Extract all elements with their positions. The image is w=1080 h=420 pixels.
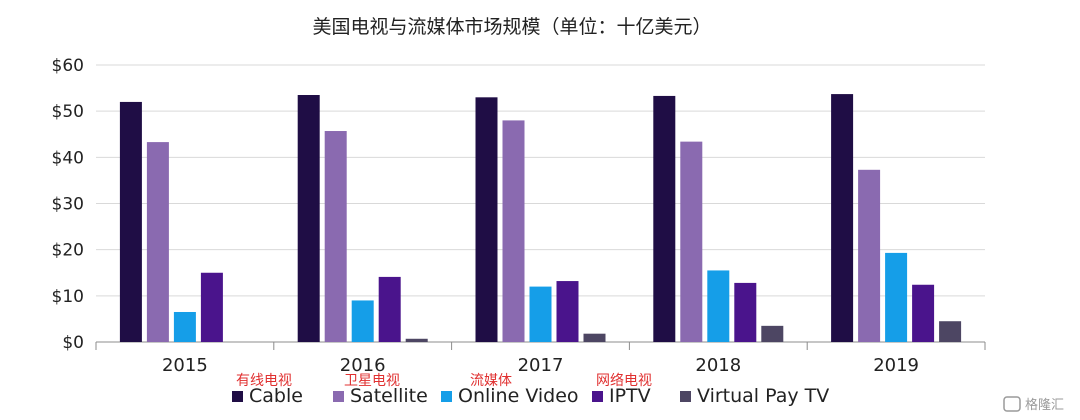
legend-label: Online Video [458, 385, 579, 407]
bar [707, 270, 730, 342]
bar [502, 120, 525, 343]
bar [583, 333, 606, 342]
gridlines [96, 64, 985, 343]
x-axis: 2015 2016 2017 2018 2019 [95, 342, 986, 376]
bar [324, 131, 347, 342]
x-tick-label: 2018 [695, 355, 741, 376]
bar [939, 321, 962, 342]
annotation-label: 卫星电视 [344, 373, 400, 389]
bar [146, 142, 169, 342]
bar [119, 101, 142, 342]
bar [858, 169, 881, 342]
y-tick-label: $20 [52, 241, 84, 261]
x-tick-label: 2016 [340, 355, 386, 376]
x-tick-label: 2015 [162, 355, 208, 376]
annotation-label: 网络电视 [596, 373, 652, 389]
legend-swatch [592, 391, 603, 402]
annotation-label: 流媒体 [470, 373, 512, 389]
legend-label: Virtual Pay TV [697, 385, 829, 407]
legend-label: Satellite [350, 385, 428, 407]
bar [200, 272, 223, 342]
watermark-text: 格隆汇 [1025, 397, 1064, 413]
legend-swatch [441, 391, 452, 402]
y-tick-label: $10 [52, 287, 84, 307]
y-axis: $0 $10 $20 $30 $40 $50 $60 [52, 56, 84, 353]
bar [761, 325, 784, 342]
legend-label: IPTV [609, 385, 651, 407]
bar [529, 286, 552, 342]
bar [475, 97, 498, 342]
legend-label: Cable [249, 385, 303, 407]
bar [173, 311, 196, 342]
x-tick-label: 2019 [873, 355, 919, 376]
y-tick-label: $40 [52, 148, 84, 168]
bar [405, 338, 428, 342]
bar [734, 282, 757, 342]
bar [556, 281, 579, 342]
bar [831, 94, 854, 343]
legend: Cable Satellite Online Video IPTV Virtual Pa… [232, 385, 829, 407]
bars [119, 94, 962, 343]
legend-swatch [232, 391, 243, 402]
y-tick-label: $60 [52, 56, 84, 76]
y-tick-label: $50 [52, 102, 84, 122]
y-tick-label: $0 [62, 333, 84, 353]
bar [680, 141, 703, 342]
y-tick-label: $30 [52, 195, 84, 215]
legend-swatch [333, 391, 344, 402]
legend-swatch [680, 391, 691, 402]
bar [653, 95, 676, 342]
annotations: 有线电视 卫星电视 流媒体 网络电视 [236, 373, 652, 389]
watermark: 格隆汇 [1003, 396, 1064, 413]
bar [885, 252, 908, 342]
chart-title: 美国电视与流媒体市场规模（单位：十亿美元） [312, 16, 711, 38]
x-tick-label: 2017 [518, 355, 564, 376]
annotation-label: 有线电视 [236, 373, 292, 389]
bar [351, 300, 374, 342]
bar [378, 276, 401, 342]
bar [912, 284, 935, 342]
bar [297, 95, 320, 342]
watermark-logo-icon [1003, 396, 1021, 412]
